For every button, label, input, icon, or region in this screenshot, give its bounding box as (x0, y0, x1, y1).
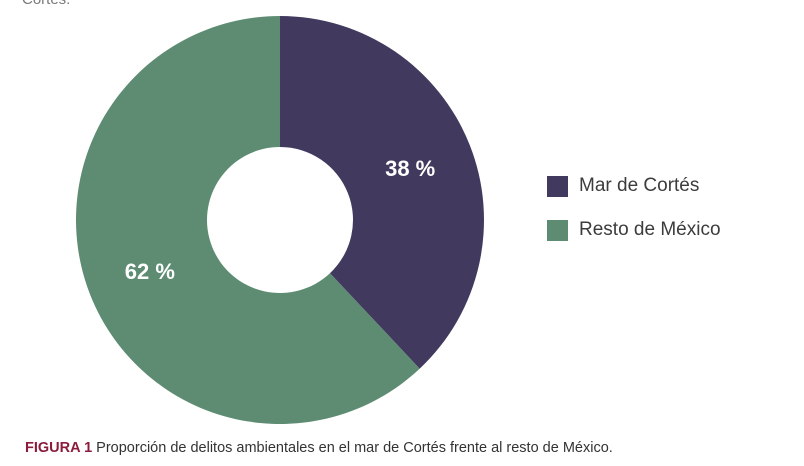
legend-label-mar-de-cortes: Mar de Cortés (579, 175, 700, 196)
donut-slices (76, 16, 484, 424)
slice-labels: 38 % 62 % (125, 156, 435, 284)
legend-item-mar-de-cortes: Mar de Cortés (547, 174, 721, 198)
figure-caption-text: Proporción de delitos ambientales en el … (92, 440, 613, 456)
slice-label-mar-de-cortes: 38 % (385, 156, 435, 181)
legend-swatch-resto-de-mexico (547, 219, 568, 241)
legend-swatch-mar-de-cortes (547, 175, 568, 197)
previous-text-fragment: Cortés. (22, 0, 70, 9)
slice-resto-de-mexico (76, 16, 420, 424)
figure-caption: FIGURA 1 Proporción de delitos ambiental… (25, 440, 613, 456)
chart-legend: Mar de Cortés Resto de México (547, 174, 721, 262)
slice-label-resto-de-mexico: 62 % (125, 259, 175, 284)
legend-label-resto-de-mexico: Resto de México (579, 219, 721, 240)
slice-mar-de-cortes (280, 16, 484, 369)
figure-caption-label: FIGURA 1 (25, 440, 93, 456)
donut-chart: 38 % 62 % (76, 16, 484, 424)
legend-item-resto-de-mexico: Resto de México (547, 218, 721, 242)
